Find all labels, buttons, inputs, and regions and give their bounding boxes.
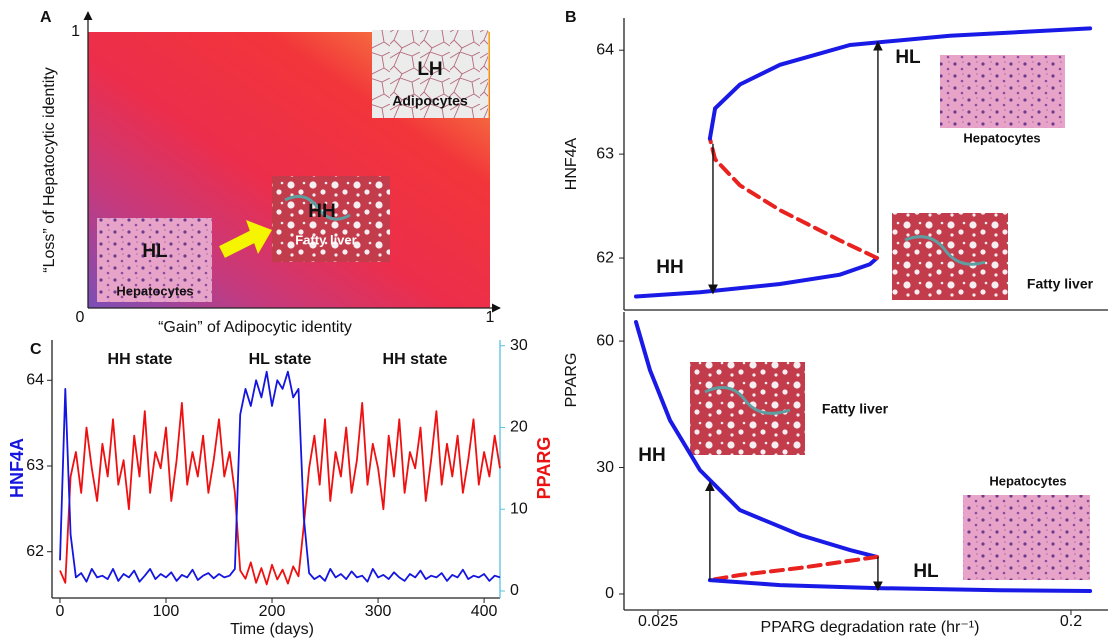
y-tick-label: 60 <box>596 332 614 349</box>
y-tick-label: 64 <box>26 372 44 389</box>
x-tick-label: 0 <box>55 603 64 620</box>
y2-tick-label: 0 <box>510 582 519 599</box>
y-axis-label: HNF4A <box>563 137 580 190</box>
annotation: HL <box>895 47 921 68</box>
x-axis-label: Time (days) <box>230 621 314 638</box>
tissue-image <box>963 495 1090 580</box>
annotation: HH state <box>383 351 448 368</box>
arrow-head <box>246 220 272 254</box>
y-tick-label: 62 <box>596 249 614 266</box>
annotation: HL state <box>249 351 312 368</box>
tissue-detail <box>904 235 986 266</box>
tissue-detail <box>284 194 351 221</box>
tissue-detail <box>704 386 791 415</box>
y-axis-label: PPARG <box>563 353 580 408</box>
region-code: HH <box>308 201 335 222</box>
y-tick-label: 63 <box>596 145 614 162</box>
region-code: LH <box>417 59 442 80</box>
y-axis-label: HNF4A <box>7 438 27 498</box>
panel-label: B <box>565 9 577 26</box>
annotation: HH <box>656 257 683 278</box>
region-name: Adipocytes <box>392 93 468 109</box>
x-axis-label: PPARG degradation rate (hr⁻¹) <box>761 619 980 636</box>
panel-b-bottom: PPARG PPARG degradation rate (hr⁻¹) HH H… <box>563 312 1108 636</box>
y-tick-label: 0 <box>605 585 614 602</box>
unstable-branch <box>707 554 879 583</box>
tissue-image <box>97 218 212 302</box>
tissue-image <box>690 362 805 455</box>
x-tick-label: 0 <box>76 309 85 326</box>
x-tick-label: 300 <box>365 603 392 620</box>
y-tick-label: 64 <box>596 41 614 58</box>
stable-branch <box>634 256 879 299</box>
region-name: Fatty liver <box>295 232 356 247</box>
x-tick-label: 100 <box>153 603 180 620</box>
stable-branch <box>707 26 1093 141</box>
x-axis-label: “Gain” of Adipocytic identity <box>158 319 352 336</box>
unstable-branch <box>707 136 879 260</box>
panel-a: A “Gain” of Adipocytic identity “Loss” o… <box>40 9 501 336</box>
x-tick-label: 0.2 <box>1060 613 1082 630</box>
x-tick-label: 0.025 <box>638 613 678 630</box>
x-tick-label: 1 <box>486 309 495 326</box>
y-tick-label: 63 <box>26 457 44 474</box>
x-tick-label: 400 <box>471 603 498 620</box>
panel-c: C HNF4A PPARG Time (days) HH state HL st… <box>7 340 554 638</box>
annotation: HL <box>913 561 939 582</box>
panel-label: A <box>40 9 52 26</box>
panel-label: C <box>30 341 42 358</box>
panel-b-top: B HNF4A HH HL Hepatocytes Fatty liver <box>563 9 1108 311</box>
tissue-image <box>940 55 1065 128</box>
annotation: HH state <box>108 351 173 368</box>
plot-area <box>59 370 501 586</box>
arrow <box>219 230 257 258</box>
series-line <box>59 402 501 586</box>
y2-tick-label: 10 <box>510 500 528 517</box>
stable-branch <box>634 320 879 559</box>
image-label: Hepatocytes <box>989 473 1066 488</box>
annotation: HH <box>638 445 665 466</box>
region-name: Hepatocytes <box>116 283 193 298</box>
y-tick-label: 62 <box>26 543 44 560</box>
series-line <box>59 370 501 583</box>
y-tick-label: 1 <box>71 23 80 40</box>
region-code: HL <box>142 241 168 262</box>
stable-branch <box>707 578 1093 593</box>
tissue-image <box>372 30 488 118</box>
y-axis-label: “Loss” of Hepatocytic identity <box>41 67 58 272</box>
image-label: Hepatocytes <box>963 130 1040 145</box>
y2-tick-label: 20 <box>510 419 528 436</box>
y-tick-label: 30 <box>596 459 614 476</box>
image-label: Fatty liver <box>1027 276 1094 292</box>
image-label: Fatty liver <box>822 401 889 417</box>
y2-tick-label: 30 <box>510 337 528 354</box>
y2-axis-label: PPARG <box>534 437 554 500</box>
x-tick-label: 200 <box>259 603 286 620</box>
